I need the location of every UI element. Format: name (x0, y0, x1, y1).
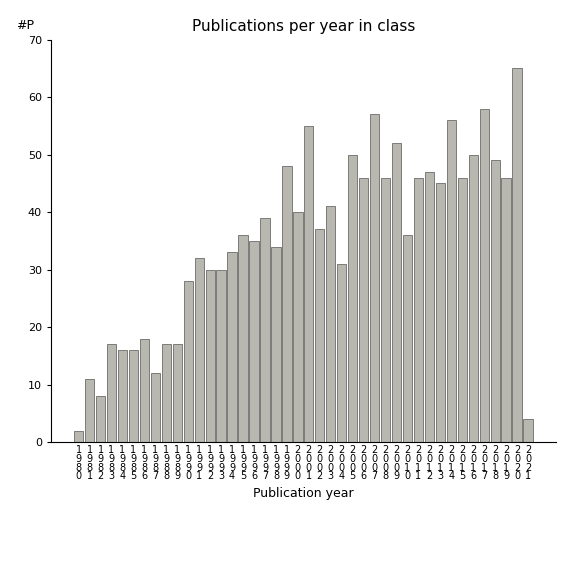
Bar (513, 69, 522, 442)
Bar (96, 396, 105, 442)
Text: #P: #P (16, 19, 33, 32)
Bar (490, 160, 500, 442)
Bar (139, 338, 149, 442)
Bar (403, 235, 412, 442)
Bar (205, 270, 215, 442)
Bar (414, 177, 423, 442)
Bar (480, 109, 489, 442)
Bar (107, 345, 116, 442)
Bar (523, 419, 533, 442)
Bar (458, 177, 467, 442)
Bar (227, 252, 237, 442)
Bar (260, 218, 270, 442)
Bar (326, 206, 336, 442)
Bar (217, 270, 226, 442)
X-axis label: Publication year: Publication year (253, 487, 354, 500)
Bar (392, 143, 401, 442)
Bar (129, 350, 138, 442)
Bar (468, 155, 478, 442)
Bar (359, 177, 369, 442)
Bar (293, 212, 303, 442)
Bar (501, 177, 511, 442)
Bar (425, 172, 434, 442)
Bar (249, 241, 259, 442)
Bar (381, 177, 390, 442)
Title: Publications per year in class: Publications per year in class (192, 19, 415, 35)
Bar (304, 126, 314, 442)
Bar (184, 281, 193, 442)
Bar (172, 345, 182, 442)
Bar (370, 115, 379, 442)
Bar (348, 155, 357, 442)
Bar (151, 373, 160, 442)
Bar (194, 258, 204, 442)
Bar (315, 230, 324, 442)
Bar (447, 120, 456, 442)
Bar (337, 264, 346, 442)
Bar (238, 235, 248, 442)
Bar (435, 184, 445, 442)
Bar (85, 379, 94, 442)
Bar (271, 247, 281, 442)
Bar (162, 345, 171, 442)
Bar (282, 166, 291, 442)
Bar (118, 350, 127, 442)
Bar (74, 431, 83, 442)
